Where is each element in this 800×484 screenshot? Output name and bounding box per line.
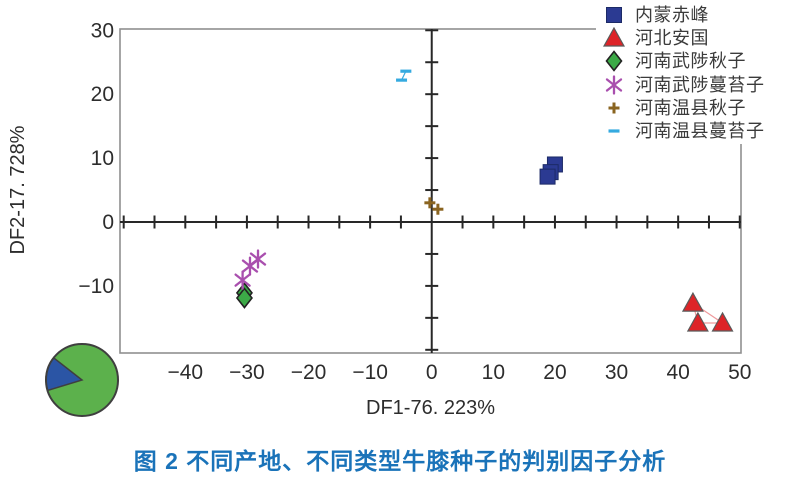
legend-label: 内蒙赤峰 [635, 4, 709, 25]
legend-item: 河南温县秋子 [596, 97, 800, 120]
series-plus [424, 197, 444, 215]
legend-label: 河北安国 [635, 27, 709, 48]
x-tick-label: 0 [426, 361, 438, 384]
legend-item: 河南武陟蔓苔子 [596, 73, 800, 96]
diamond-marker [605, 50, 623, 73]
x-tick-label: 50 [728, 361, 751, 384]
square-legend-icon [601, 4, 627, 26]
series-square [539, 156, 563, 185]
series-dash [396, 69, 412, 82]
triangle-marker [711, 311, 734, 332]
plus-marker [424, 197, 436, 209]
plus-legend-icon [601, 97, 627, 119]
triangle-legend-icon [601, 26, 627, 49]
series-diamond [235, 282, 253, 309]
plus-marker [432, 203, 444, 215]
x-tick-label: −10 [352, 361, 388, 384]
series-triangle [681, 291, 734, 332]
tick-labels: −40 −30 −20 −10 0 10 20 30 40 50 −10 0 10 20 30 [78, 19, 751, 384]
zero-axes [120, 29, 741, 353]
square-marker [539, 168, 556, 185]
asterisk-marker [605, 75, 623, 95]
y-tick-label: 0 [102, 211, 114, 234]
x-tick-label: −30 [229, 361, 265, 384]
legend-item: 河南温县蔓苔子 [596, 120, 800, 143]
figure-caption: 图 2 不同产地、不同类型牛膝种子的判别因子分析 [133, 448, 667, 474]
legend-item: 内蒙赤峰 [596, 3, 800, 26]
x-tick-label: 20 [543, 361, 566, 384]
x-tick-label: 40 [666, 361, 689, 384]
x-axis-title: DF1-76. 223% [366, 397, 495, 419]
x-tick-label: −20 [291, 361, 327, 384]
square-marker [606, 6, 622, 23]
legend-label: 河南武陟秋子 [635, 51, 746, 72]
triangle-marker [686, 311, 709, 332]
y-axis-title: DF2-17. 728% [7, 125, 29, 254]
legend-label: 河南温县秋子 [635, 98, 746, 119]
plot-frame [119, 28, 742, 354]
triangle-marker [681, 291, 704, 312]
diamond-legend-icon [601, 50, 627, 73]
y-tick-label: 20 [91, 83, 114, 106]
scatter-plot-canvas: −40 −30 −20 −10 0 10 20 30 40 50 −10 0 10 20 30 DF1-76.… [7, 19, 751, 419]
x-tick-label: 30 [605, 361, 628, 384]
legend-item: 河南武陟秋子 [596, 50, 800, 73]
y-tick-label: −10 [78, 275, 114, 298]
y-tick-label: 10 [91, 147, 114, 170]
legend: 内蒙赤峰 河北安国河南武陟秋子 河南武陟蔓苔子 河南温县秋子 河南温县蔓苔子 [596, 2, 800, 144]
series-asterisk [234, 249, 267, 290]
triangle-marker [603, 26, 625, 47]
legend-label: 河南温县蔓苔子 [635, 121, 765, 142]
dash-legend-icon [601, 120, 627, 142]
legend-label: 河南武陟蔓苔子 [635, 74, 765, 95]
pie-inset [45, 343, 119, 417]
asterisk-legend-icon [601, 74, 627, 96]
y-tick-label: 30 [91, 19, 114, 42]
asterisk-marker [241, 256, 259, 276]
x-tick-label: −40 [167, 361, 203, 384]
plus-marker [608, 102, 620, 114]
asterisk-marker [234, 270, 251, 290]
legend-item: 河北安国 [596, 26, 800, 49]
x-tick-label: 10 [482, 361, 505, 384]
diamond-marker [235, 287, 253, 309]
pie-outline [45, 343, 119, 417]
